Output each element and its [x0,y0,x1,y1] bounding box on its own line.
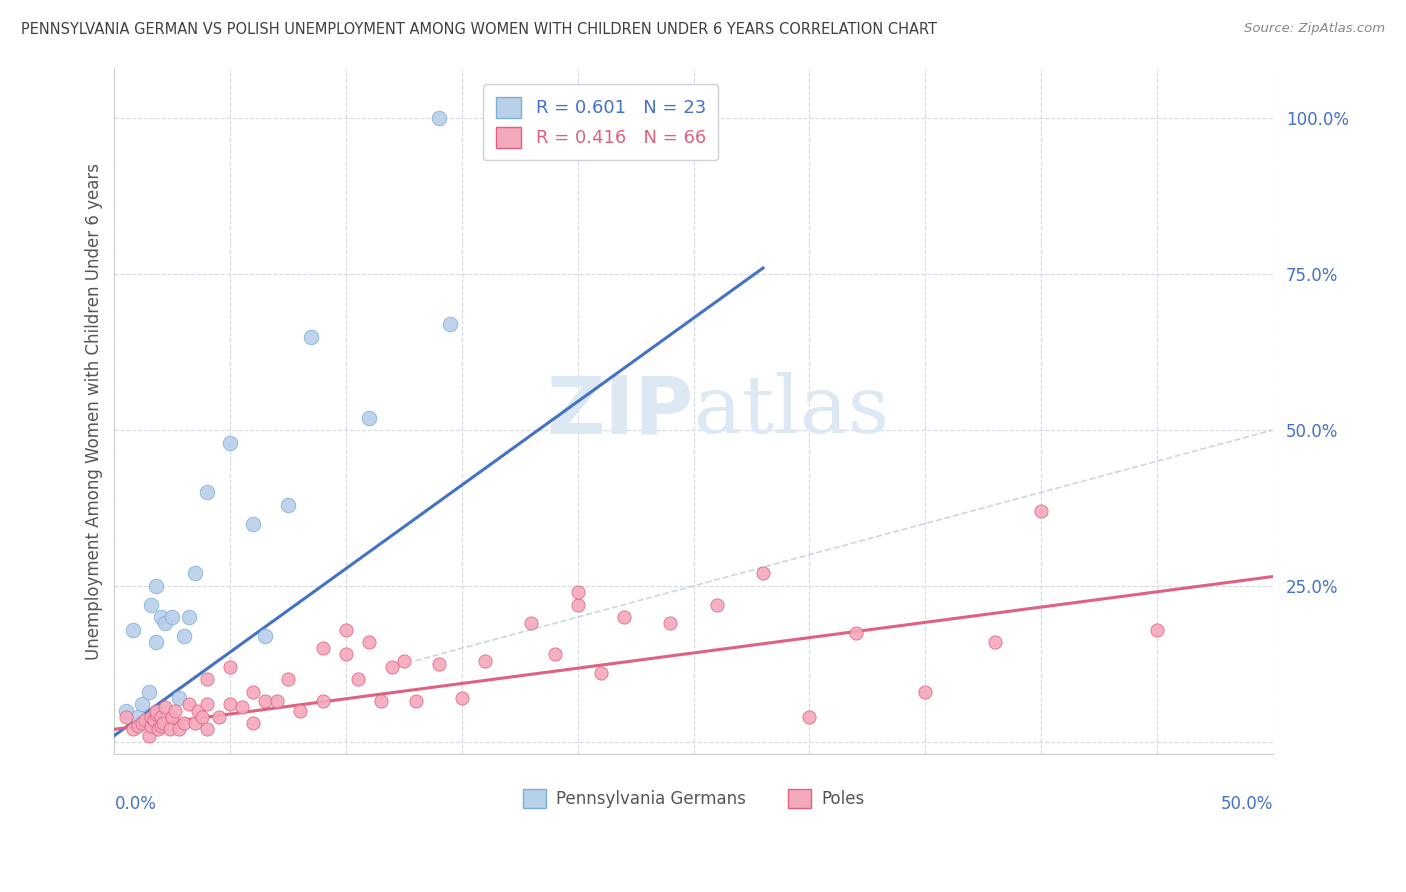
Point [138,685,160,699]
Point [184,566,207,581]
Point [219,698,242,712]
Point [145,706,167,721]
Point [277,498,299,512]
Point [163,704,186,718]
Point [253,629,276,643]
Point [520,616,543,631]
Point [145,635,167,649]
Point [312,694,335,708]
Point [169,723,191,737]
Point [405,694,427,708]
Point [148,723,170,737]
Point [141,710,163,724]
Point [335,623,357,637]
Point [145,579,167,593]
Point [266,694,288,708]
Point [914,685,936,699]
Point [177,698,200,712]
Point [299,329,322,343]
Point [184,716,207,731]
Point [706,598,728,612]
Point [191,710,214,724]
Point [195,723,218,737]
Point [381,660,404,674]
Point [131,716,153,731]
Text: PENNSYLVANIA GERMAN VS POLISH UNEMPLOYMENT AMONG WOMEN WITH CHILDREN UNDER 6 YEA: PENNSYLVANIA GERMAN VS POLISH UNEMPLOYME… [21,22,936,37]
Point [142,713,165,727]
Point [159,723,181,737]
Point [134,713,156,727]
Point [451,691,474,706]
Point [427,112,450,126]
Point [152,716,174,731]
Point [359,410,381,425]
Point [127,710,149,724]
Point [335,648,357,662]
Point [312,641,335,656]
Point [187,704,209,718]
Point [145,704,167,718]
Point [567,585,589,599]
Y-axis label: Unemployment Among Women with Children Under 6 years: Unemployment Among Women with Children U… [86,163,103,660]
Point [131,698,153,712]
Point [155,700,177,714]
Point [177,610,200,624]
Point [127,719,149,733]
Point [439,317,461,331]
Point [155,616,177,631]
Point [392,654,415,668]
Point [359,635,381,649]
Point [1029,504,1052,518]
Point [149,710,172,724]
Point [162,610,184,624]
Point [543,648,565,662]
Point [346,673,368,687]
Point [613,610,636,624]
Point [149,719,172,733]
Point [589,666,612,681]
Text: 0.0%: 0.0% [114,796,156,814]
Point [115,704,138,718]
Point [141,598,163,612]
Point [195,698,218,712]
Point [474,654,496,668]
Point [1146,623,1168,637]
Point [219,660,242,674]
Point [149,610,172,624]
Point [208,710,231,724]
Point [242,685,264,699]
Text: 50.0%: 50.0% [1220,796,1272,814]
Point [799,710,821,724]
Point [219,435,242,450]
Point [231,700,253,714]
Point [370,694,392,708]
Point [195,673,218,687]
Point [752,566,775,581]
Point [122,723,145,737]
Point [242,516,264,531]
Point [162,710,184,724]
Point [983,635,1005,649]
Text: ZIP: ZIP [547,372,693,450]
Point [122,623,145,637]
Point [138,729,160,743]
Point [845,625,868,640]
Point [141,719,163,733]
Point [173,629,195,643]
Point [173,716,195,731]
Point [242,716,264,731]
Point [195,485,218,500]
Legend: Pennsylvania Germans, Poles: Pennsylvania Germans, Poles [516,782,870,814]
Text: atlas: atlas [693,372,889,450]
Point [115,710,138,724]
Point [288,704,311,718]
Point [659,616,682,631]
Point [169,691,191,706]
Point [427,657,450,671]
Point [567,598,589,612]
Text: Source: ZipAtlas.com: Source: ZipAtlas.com [1244,22,1385,36]
Point [253,694,276,708]
Point [277,673,299,687]
